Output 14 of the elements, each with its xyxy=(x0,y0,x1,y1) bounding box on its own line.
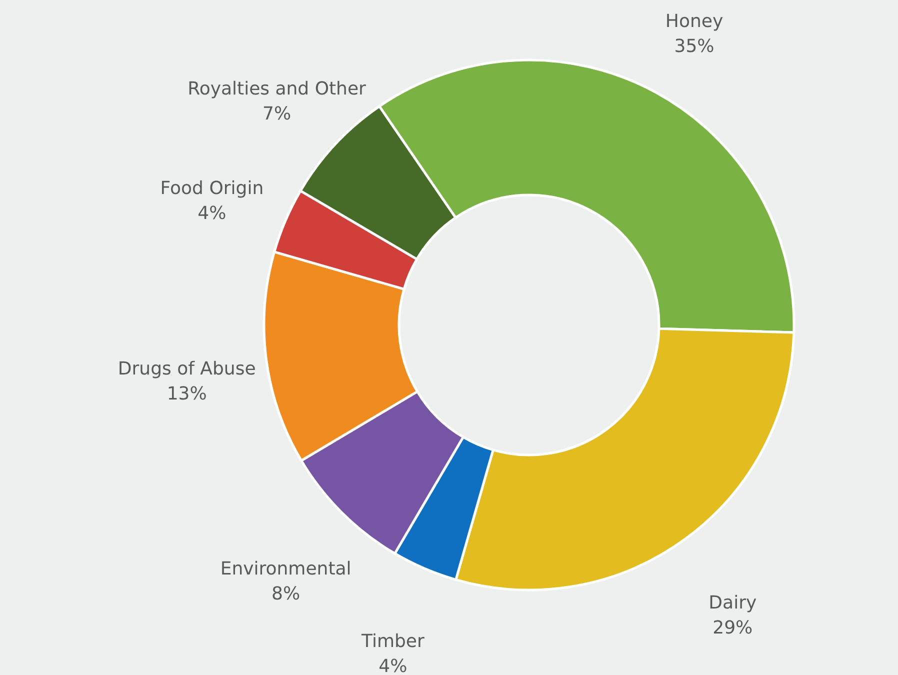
slice-label: Environmental xyxy=(220,558,352,580)
slice-label: Timber xyxy=(360,631,425,652)
data-label: 13% xyxy=(166,383,207,404)
data-label: 4% xyxy=(198,202,226,224)
slice-label: Honey xyxy=(665,11,724,32)
data-label: 29% xyxy=(712,617,753,638)
slice-label: Royalties and Other xyxy=(188,78,367,100)
data-label: 4% xyxy=(378,656,408,675)
data-label: 7% xyxy=(262,104,292,125)
data-label: 35% xyxy=(674,36,714,58)
slice-label: Food Origin xyxy=(160,178,264,199)
slice-label: Drugs of Abuse xyxy=(118,358,256,380)
slice-label: Dairy xyxy=(708,592,757,614)
data-label: 8% xyxy=(272,584,300,605)
